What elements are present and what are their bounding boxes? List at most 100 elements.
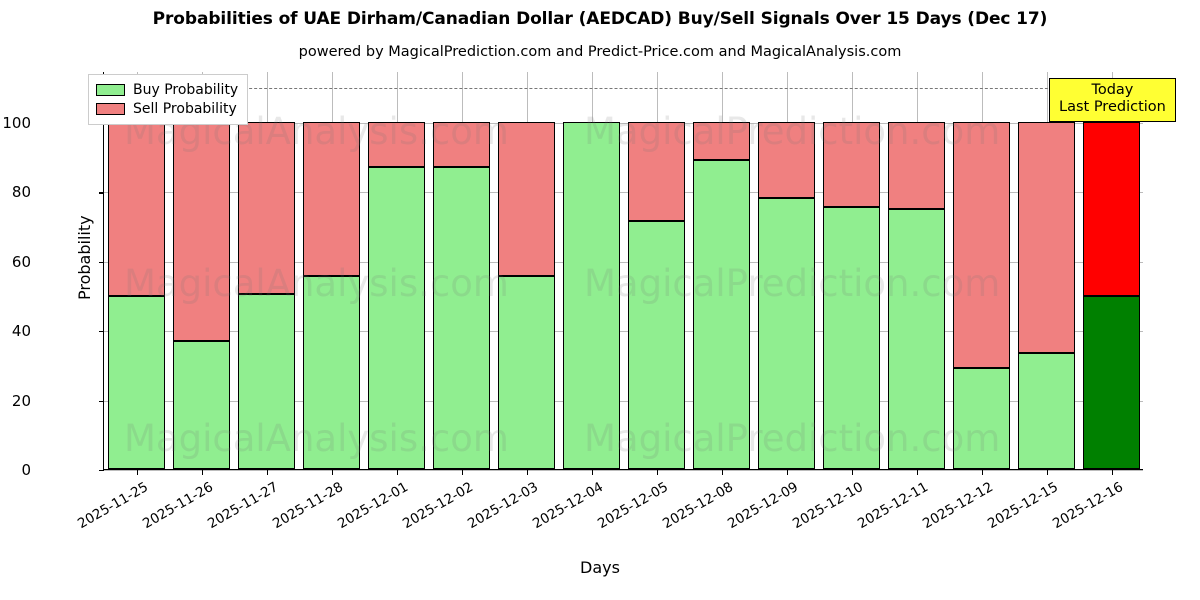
y-tick-label: 80 xyxy=(11,183,31,202)
bar-segment-buy[interactable] xyxy=(237,293,296,469)
bar-segment-buy[interactable] xyxy=(627,220,686,469)
x-tick-mark xyxy=(786,470,788,475)
gridline-y-80 xyxy=(104,192,1143,194)
bar-segment-buy[interactable] xyxy=(887,208,946,469)
bar-group[interactable] xyxy=(302,71,361,469)
plot-area: MagicalAnalysis.comMagicalPrediction.com… xyxy=(2,71,1143,532)
x-tick-mark xyxy=(461,470,463,475)
x-tick-label: 2025-11-28 xyxy=(269,479,346,533)
bar-group[interactable] xyxy=(432,71,491,469)
bar-group[interactable] xyxy=(367,71,426,469)
x-axis-label: Days xyxy=(580,558,620,577)
bar-group[interactable] xyxy=(237,71,296,469)
reference-line-dashed xyxy=(104,88,1143,90)
x-tick-label: 2025-12-08 xyxy=(659,479,736,533)
bar-segment-sell[interactable] xyxy=(627,122,686,221)
gridline-y-20 xyxy=(104,400,1143,402)
bar-segment-buy[interactable] xyxy=(952,368,1011,469)
x-tick-label: 2025-11-27 xyxy=(204,479,281,533)
bar-segment-buy[interactable] xyxy=(432,167,491,469)
y-tick-label: 40 xyxy=(11,322,31,341)
x-tick-mark xyxy=(656,470,658,475)
today-annotation-line2: Last Prediction xyxy=(1059,99,1166,116)
bar-group[interactable] xyxy=(952,71,1011,469)
x-tick-mark xyxy=(526,470,528,475)
bar-group[interactable] xyxy=(627,71,686,469)
bar-segment-sell[interactable] xyxy=(692,122,751,161)
bar-group[interactable] xyxy=(497,71,556,469)
bar-segment-buy[interactable] xyxy=(822,207,881,469)
x-tick-label: 2025-12-16 xyxy=(1049,479,1126,533)
bar-group[interactable] xyxy=(107,71,166,469)
bar-segment-buy[interactable] xyxy=(692,160,751,469)
x-tick-mark xyxy=(331,470,333,475)
x-tick-label: 2025-12-01 xyxy=(334,479,411,533)
chart-legend: Buy Probability Sell Probability xyxy=(88,74,249,125)
x-tick-label: 2025-12-04 xyxy=(529,479,606,533)
bar-segment-buy[interactable] xyxy=(172,340,231,469)
bar-segment-sell[interactable] xyxy=(237,122,296,294)
bar-group[interactable] xyxy=(1082,71,1141,469)
bar-group[interactable] xyxy=(562,71,621,469)
bar-segment-buy[interactable] xyxy=(757,198,816,469)
gridline-y-0 xyxy=(104,470,1143,471)
bar-segment-sell[interactable] xyxy=(1082,122,1141,296)
bar-segment-sell[interactable] xyxy=(367,122,426,168)
bar-segment-sell[interactable] xyxy=(887,122,946,209)
x-tick-mark xyxy=(266,470,268,475)
gridline-y-60 xyxy=(104,261,1143,263)
bar-group[interactable] xyxy=(757,71,816,469)
bar-segment-buy[interactable] xyxy=(497,276,556,469)
bar-segment-buy[interactable] xyxy=(367,167,426,469)
x-tick-label: 2025-12-02 xyxy=(399,479,476,533)
bar-segment-buy[interactable] xyxy=(1017,352,1076,469)
y-tick-mark xyxy=(99,192,104,194)
x-tick-label: 2025-12-05 xyxy=(594,479,671,533)
bar-segment-sell[interactable] xyxy=(822,122,881,207)
x-tick-mark xyxy=(201,470,203,475)
gridline-y-100 xyxy=(104,123,1143,124)
bar-segment-sell[interactable] xyxy=(497,122,556,277)
bar-segment-buy[interactable] xyxy=(562,122,621,469)
legend-label-sell: Sell Probability xyxy=(133,100,237,117)
x-tick-label: 2025-12-11 xyxy=(854,479,931,533)
gridline-y-40 xyxy=(104,331,1143,333)
bar-group[interactable] xyxy=(822,71,881,469)
bar-segment-buy[interactable] xyxy=(302,276,361,469)
y-tick-label: 60 xyxy=(11,252,31,271)
x-tick-mark xyxy=(916,470,918,475)
x-tick-label: 2025-12-15 xyxy=(984,479,1061,533)
bar-segment-sell[interactable] xyxy=(1017,122,1076,353)
bar-segment-sell[interactable] xyxy=(107,122,166,296)
x-tick-mark xyxy=(396,470,398,475)
page-title: Probabilities of UAE Dirham/Canadian Dol… xyxy=(152,9,1048,29)
today-annotation-line1: Today xyxy=(1091,82,1134,98)
today-annotation-box: Today Last Prediction xyxy=(1049,78,1176,123)
bar-segment-sell[interactable] xyxy=(952,122,1011,369)
legend-swatch-buy xyxy=(96,83,125,96)
x-tick-label: 2025-11-25 xyxy=(74,479,151,533)
y-tick-mark xyxy=(99,470,104,472)
x-tick-label: 2025-12-03 xyxy=(464,479,541,533)
bar-segment-buy[interactable] xyxy=(1082,295,1141,469)
x-tick-label: 2025-12-10 xyxy=(789,479,866,533)
y-tick-mark xyxy=(99,261,104,264)
bar-group[interactable] xyxy=(1017,71,1076,469)
legend-item-buy: Buy Probability xyxy=(96,80,238,99)
y-tick-label: 20 xyxy=(11,391,31,410)
y-tick-mark xyxy=(99,400,104,402)
bar-segment-sell[interactable] xyxy=(432,122,491,168)
bar-group[interactable] xyxy=(887,71,946,469)
y-tick-mark xyxy=(99,331,104,333)
x-tick-mark xyxy=(721,470,723,475)
bar-group[interactable] xyxy=(692,71,751,469)
bar-segment-buy[interactable] xyxy=(107,295,166,469)
bar-segment-sell[interactable] xyxy=(302,122,361,277)
bar-segment-sell[interactable] xyxy=(757,122,816,199)
bar-segment-sell[interactable] xyxy=(172,122,231,341)
legend-swatch-sell xyxy=(96,102,125,115)
x-tick-mark xyxy=(136,470,138,475)
chart-subtitle: powered by MagicalPrediction.com and Pre… xyxy=(298,44,902,60)
bar-group[interactable] xyxy=(172,71,231,469)
